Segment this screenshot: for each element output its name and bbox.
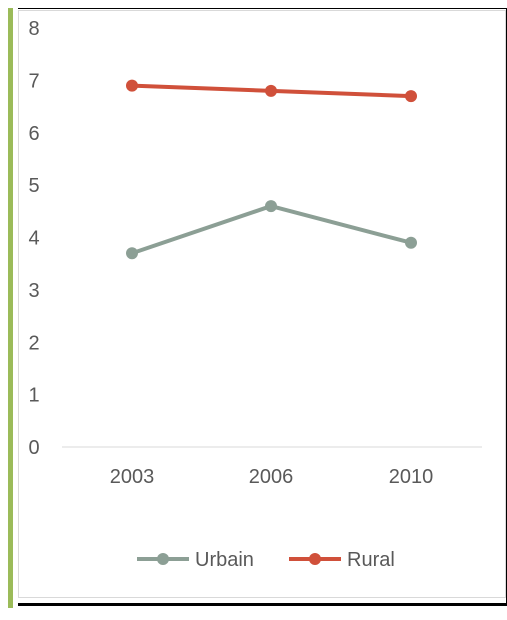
y-tick-label: 2 <box>28 332 39 354</box>
x-tick-label: 2003 <box>110 466 155 488</box>
data-point-urbain <box>405 236 417 249</box>
y-tick-label: 1 <box>28 385 39 407</box>
y-tick-label: 5 <box>28 175 39 197</box>
chart-area-border <box>18 10 506 598</box>
y-tick-label: 4 <box>28 228 39 250</box>
series-line-urbain <box>131 204 412 256</box>
y-tick-label: 0 <box>28 437 39 459</box>
bottom-border <box>18 603 507 606</box>
data-point-urbain <box>126 247 138 260</box>
data-point-urbain <box>265 200 277 213</box>
legend-label-urbain: Urbain <box>195 549 254 571</box>
top-border <box>18 8 507 9</box>
accent-bar <box>8 8 13 608</box>
data-point-rural <box>126 79 138 92</box>
legend-marker-urbain <box>157 553 169 565</box>
legend-marker-rural <box>309 553 321 565</box>
x-tick-label: 2010 <box>389 466 434 488</box>
data-point-rural <box>265 84 277 97</box>
legend-label-rural: Rural <box>347 549 395 571</box>
x-tick-label: 2006 <box>249 466 294 488</box>
data-point-rural <box>405 90 417 103</box>
y-tick-label: 8 <box>28 18 39 40</box>
y-tick-label: 7 <box>28 70 39 92</box>
y-tick-label: 6 <box>28 123 39 145</box>
y-tick-label: 3 <box>28 280 39 302</box>
